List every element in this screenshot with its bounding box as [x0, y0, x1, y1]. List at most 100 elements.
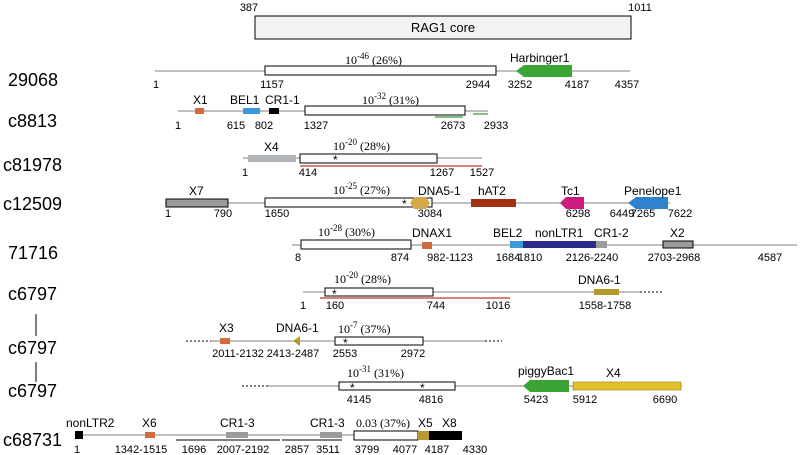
element-label-dna6-1: DNA6-1	[276, 321, 319, 335]
rag1-core-label: RAG1 core	[411, 20, 475, 35]
x4-element	[248, 155, 296, 162]
evalue-label: 10-7 (37%)	[338, 320, 391, 336]
rag1-homology-region	[299, 153, 438, 164]
coord-label: 1	[165, 208, 171, 220]
element-label-x4: X4	[606, 366, 621, 380]
rag1-core-end: 1011	[628, 2, 652, 14]
x7-element	[165, 198, 229, 208]
coord-label: 414	[299, 167, 317, 179]
coord-label: 2011-2132	[212, 348, 264, 360]
element-label-x7: X7	[189, 184, 204, 198]
coord-label: 1650	[265, 208, 289, 220]
row-label: c6797	[8, 338, 57, 358]
row-label: 71716	[8, 243, 58, 263]
coord-label: 2126-2240	[566, 252, 619, 264]
element-label-nonltr1: nonLTR1	[535, 226, 584, 240]
row-c6797-b: c6797 X3 DNA6-1 * 10-7 (37%) 2011-2132 24…	[8, 320, 502, 360]
row-71716: 71716 10-28 (30%) DNAX1 BEL2 nonLTR1 CR1-…	[8, 223, 797, 264]
x3-element	[220, 338, 230, 344]
coord-label: 3084	[418, 208, 442, 220]
coord-label: 2857	[285, 444, 309, 455]
coord-label: 7622	[668, 208, 692, 220]
row-29068: 29068 10-46 (26%) Harbinger1 1 1157 2944 …	[8, 51, 639, 91]
coord-label: 4587	[758, 252, 782, 264]
coord-label: 6690	[653, 394, 677, 406]
asterisk-mark: *	[350, 381, 355, 395]
rag1-core-header: 387 1011 RAG1 core	[240, 2, 652, 40]
coord-label: 4145	[347, 394, 371, 406]
rag1-core-start: 387	[240, 2, 258, 14]
evalue-label: 10-46 (26%)	[345, 51, 402, 67]
coord-label: 2933	[484, 120, 508, 132]
coord-label: 6298	[566, 208, 590, 220]
element-label-tc1: Tc1	[561, 184, 580, 198]
element-label-cr1-1: CR1-1	[265, 93, 300, 107]
dnax1-element	[422, 242, 432, 249]
dna5-1-element	[410, 197, 430, 209]
row-label: c81978	[3, 155, 62, 175]
penelope1-element	[628, 197, 668, 209]
piggybac1-element	[523, 380, 569, 392]
cr1-3-element	[320, 432, 342, 438]
asterisk-mark: *	[343, 336, 348, 350]
element-label-cr1-2: CR1-2	[594, 226, 629, 240]
coord-label: 2944	[466, 79, 490, 91]
rag1-homology-region	[334, 336, 424, 346]
bel2-element	[510, 241, 523, 248]
row-c68731: c68731 nonLTR2 X6 CR1-3 CR1-3 0.03 (37%) …	[3, 416, 487, 455]
dna6-1-element	[594, 289, 619, 295]
coord-label: 1810	[518, 252, 542, 264]
coord-label: 2673	[441, 120, 465, 132]
row-c12509: c12509 X7 10-25 (27%) * DNA5-1 hAT2 Tc1 P…	[3, 181, 692, 220]
coord-label: 1527	[470, 167, 494, 179]
coord-label: 1684	[496, 252, 520, 264]
rag1-homology-region	[264, 65, 497, 76]
coord-label: 8	[295, 252, 301, 264]
coord-label: 1	[74, 444, 80, 455]
element-label-bel1: BEL1	[230, 93, 260, 107]
rag1-homology-region	[264, 197, 433, 208]
row-label: c6797	[8, 284, 57, 304]
coord-label: 160	[326, 300, 344, 312]
cr1-2-element	[596, 241, 607, 248]
evalue-label: 10-31 (31%)	[347, 364, 404, 380]
element-label-harbinger1: Harbinger1	[510, 51, 570, 65]
row-label: 29068	[8, 70, 58, 90]
cr1-3-element	[226, 432, 248, 438]
coord-label: 2007-2192	[217, 444, 270, 455]
coord-label: 790	[214, 208, 232, 220]
dna6-1-element	[293, 336, 300, 346]
row-label: c6797	[8, 381, 57, 401]
asterisk-mark: *	[402, 197, 407, 211]
rag1-homology-region	[338, 381, 456, 391]
rag1-core-box	[254, 15, 632, 40]
nonltr1-element	[523, 241, 596, 248]
coord-label: 1	[300, 300, 306, 312]
hat2-element	[471, 199, 516, 207]
row-label: c12509	[3, 194, 62, 214]
tc1-element	[560, 197, 584, 209]
asterisk-mark: *	[333, 153, 338, 167]
coord-label: 3799	[355, 444, 379, 455]
asterisk-mark: *	[420, 381, 425, 395]
coord-label: 6449	[610, 208, 634, 220]
element-label-hat2: hAT2	[478, 184, 506, 198]
coord-label: 1696	[182, 444, 206, 455]
row-label: c8813	[8, 111, 57, 131]
element-label-x6: X6	[142, 416, 157, 430]
evalue-label: 10-20 (28%)	[334, 270, 391, 286]
row-label: c68731	[3, 430, 62, 450]
coord-label: 3511	[316, 444, 340, 455]
coord-label: 1	[175, 120, 181, 132]
coord-label: 2553	[333, 348, 357, 360]
coord-label: 1342-1515	[115, 444, 168, 455]
row-c8813: c8813 X1 BEL1 CR1-1 10-32 (31%) 1 615 802…	[8, 91, 508, 132]
bel1-element	[243, 108, 260, 114]
coord-label: 4077	[393, 444, 417, 455]
coord-label: 5423	[524, 394, 548, 406]
element-label-dnax1: DNAX1	[412, 226, 452, 240]
coord-label: 874	[391, 252, 409, 264]
element-label-x4: X4	[264, 140, 279, 154]
element-label-x8: X8	[442, 416, 457, 430]
